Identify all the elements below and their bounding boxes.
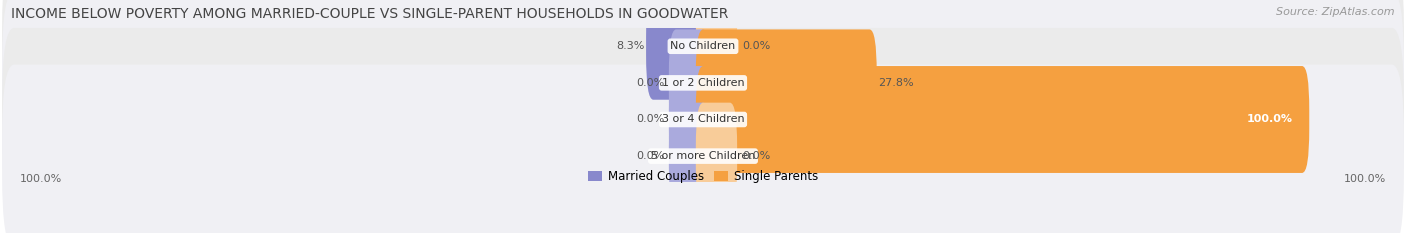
FancyBboxPatch shape (696, 29, 877, 136)
Text: 0.0%: 0.0% (742, 41, 770, 51)
Text: INCOME BELOW POVERTY AMONG MARRIED-COUPLE VS SINGLE-PARENT HOUSEHOLDS IN GOODWAT: INCOME BELOW POVERTY AMONG MARRIED-COUPL… (11, 7, 728, 21)
Text: 0.0%: 0.0% (636, 114, 664, 124)
FancyBboxPatch shape (1, 28, 1405, 211)
Text: 0.0%: 0.0% (636, 78, 664, 88)
FancyBboxPatch shape (669, 66, 710, 173)
Text: No Children: No Children (671, 41, 735, 51)
Text: 0.0%: 0.0% (742, 151, 770, 161)
Text: Source: ZipAtlas.com: Source: ZipAtlas.com (1277, 7, 1395, 17)
FancyBboxPatch shape (1, 65, 1405, 233)
FancyBboxPatch shape (669, 29, 710, 136)
FancyBboxPatch shape (1, 0, 1405, 138)
Text: 100.0%: 100.0% (1344, 174, 1386, 184)
Text: 1 or 2 Children: 1 or 2 Children (662, 78, 744, 88)
Text: 5 or more Children: 5 or more Children (651, 151, 755, 161)
Text: 100.0%: 100.0% (20, 174, 62, 184)
Text: 8.3%: 8.3% (616, 41, 644, 51)
Text: 100.0%: 100.0% (1247, 114, 1294, 124)
Text: 0.0%: 0.0% (636, 151, 664, 161)
FancyBboxPatch shape (669, 103, 710, 209)
Legend: Married Couples, Single Parents: Married Couples, Single Parents (583, 166, 823, 188)
FancyBboxPatch shape (696, 103, 737, 209)
FancyBboxPatch shape (696, 66, 1309, 173)
Text: 3 or 4 Children: 3 or 4 Children (662, 114, 744, 124)
FancyBboxPatch shape (696, 0, 737, 100)
Text: 27.8%: 27.8% (879, 78, 914, 88)
FancyBboxPatch shape (647, 0, 710, 100)
FancyBboxPatch shape (1, 0, 1405, 175)
